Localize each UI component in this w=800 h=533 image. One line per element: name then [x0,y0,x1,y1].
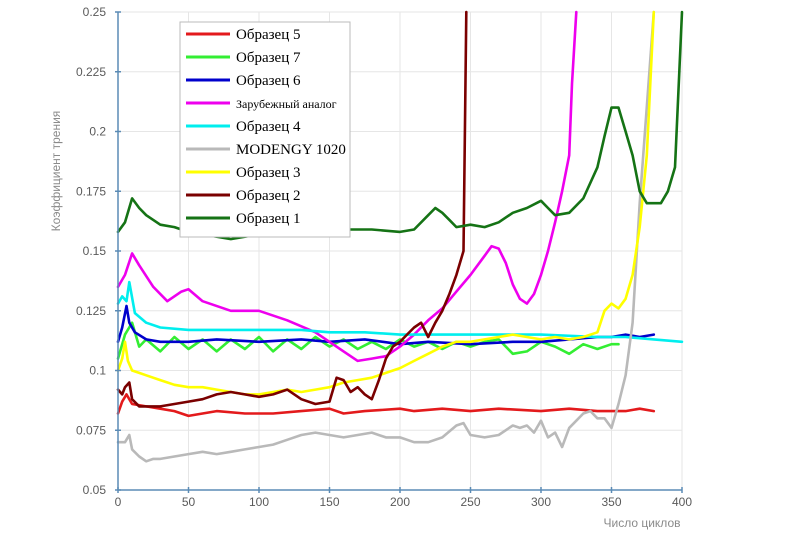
x-tick-label: 250 [460,495,480,509]
legend: Образец 5 Образец 7 Образец 6 Зарубежный ан… [179,21,351,238]
axes [115,11,683,493]
legend-label: Образец 5 [236,27,300,43]
x-tick-label: 350 [601,495,621,509]
y-tick-label: 0.05 [83,483,107,497]
legend-label: MODENGY 1020 [236,142,346,158]
series-line-5 [116,280,684,344]
series-line-4 [116,10,578,363]
series-line-1 [116,393,656,418]
x-tick-label: 0 [115,495,122,509]
y-tick-label: 0.2 [89,125,106,139]
y-tick-label: 0.225 [76,65,106,79]
x-tick-label: 200 [390,495,410,509]
tick-labels: 0.05 0.075 0.1 0.125 0.15 0.175 0.2 0.225 0.25 0 5… [76,5,692,509]
legend-label: Образец 3 [236,165,300,181]
series-line-7 [116,10,656,396]
y-tick-label: 0.15 [83,244,107,258]
x-tick-label: 150 [319,495,339,509]
y-tick-label: 0.125 [76,304,106,318]
x-axis-label: Число циклов [604,516,681,530]
legend-label: Образец 7 [236,50,301,66]
legend-label: Образец 6 [236,73,301,89]
y-axis-label: Коэффициент трения [49,111,63,232]
series-line-6 [116,10,656,463]
y-tick-label: 0.1 [89,364,106,378]
y-tick-label: 0.175 [76,184,106,198]
x-tick-label: 100 [249,495,269,509]
legend-label: Зарубежный аналог [236,97,337,111]
x-tick-label: 400 [672,495,692,509]
series-line-8 [116,10,468,408]
x-tick-label: 300 [531,495,551,509]
legend-label: Образец 4 [236,119,301,135]
x-tick-label: 50 [182,495,196,509]
y-tick-label: 0.075 [76,423,106,437]
legend-label: Образец 2 [236,188,300,204]
y-tick-label: 0.25 [83,5,107,19]
legend-label: Образец 1 [236,211,300,227]
